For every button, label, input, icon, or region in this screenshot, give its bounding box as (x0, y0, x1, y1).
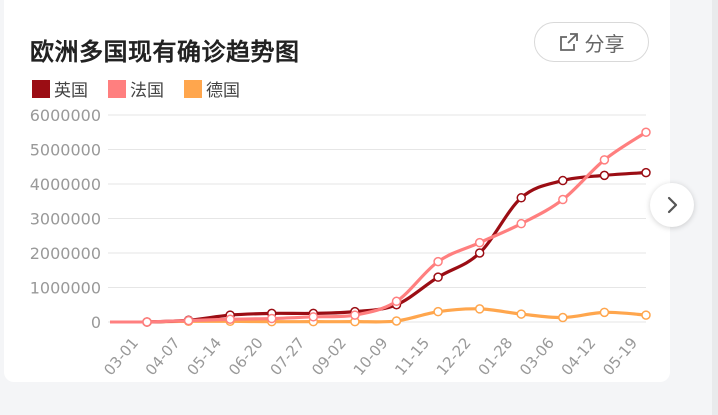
data-point-germany (641, 310, 651, 320)
share-label: 分享 (584, 31, 625, 56)
y-tick-label: 6000000 (30, 106, 101, 125)
data-point-uk (641, 167, 651, 178)
data-point-germany (558, 312, 568, 323)
data-point-germany (516, 309, 526, 319)
y-tick-label: 5000000 (30, 141, 101, 160)
data-point-france (433, 256, 443, 267)
x-tick-label: 05-14 (183, 334, 225, 379)
data-point-france (142, 317, 152, 327)
legend-swatch-germany (184, 79, 202, 98)
y-tick-label: 0 (91, 313, 101, 332)
x-tick-label: 04-12 (558, 334, 600, 379)
data-point-france (641, 127, 651, 137)
card-title: 欧洲多国现有确诊趋势图 (30, 38, 300, 66)
x-tick-label: 10-09 (350, 334, 392, 379)
data-point-germany (599, 307, 610, 318)
y-tick-label: 2000000 (30, 244, 101, 263)
next-chart-button[interactable] (650, 183, 694, 227)
legend-item-france[interactable]: 法国 (108, 76, 164, 101)
x-tick-label: 03-06 (516, 334, 558, 379)
data-point-france (225, 314, 235, 324)
data-point-germany (433, 306, 443, 317)
data-point-france (350, 310, 360, 320)
data-point-uk (558, 175, 568, 186)
legend-swatch-uk (32, 79, 50, 98)
x-tick-label: 11-15 (391, 334, 433, 379)
data-point-france (391, 296, 402, 307)
trend-chart: 6000000 5000000 4000000 3000000 2000000 10000… (30, 106, 651, 379)
data-point-france (599, 155, 610, 165)
data-point-uk (599, 170, 610, 181)
x-tick-label: 03-01 (100, 334, 142, 379)
x-tick-label: 12-22 (433, 334, 475, 379)
data-point-france (183, 315, 194, 326)
y-tick-label: 4000000 (30, 175, 101, 194)
chart-card: 欧洲多国现有确诊趋势图 分享 英国 法国 德国 (4, 0, 670, 382)
y-tick-label: 3000000 (30, 210, 101, 229)
data-point-france (308, 312, 319, 322)
legend-item-uk[interactable]: 英国 (32, 76, 88, 101)
x-tick-label: 01-28 (475, 334, 517, 379)
legend-swatch-france (108, 79, 126, 98)
legend-label-germany: 德国 (206, 81, 240, 101)
x-tick-label: 06-20 (225, 334, 267, 379)
legend-label-france: 法国 (130, 81, 164, 101)
series-line-france (145, 130, 648, 324)
data-point-germany (474, 304, 485, 314)
x-tick-label: 09-02 (308, 334, 350, 379)
data-point-uk (474, 248, 485, 258)
data-point-france (516, 218, 526, 229)
page-edge (712, 0, 718, 415)
data-point-uk (433, 272, 443, 282)
share-arrow-icon (559, 33, 578, 51)
chart-legend: 英国 法国 德国 (32, 76, 240, 101)
share-button[interactable]: 分享 (534, 22, 649, 62)
legend-label-uk: 英国 (54, 81, 88, 101)
data-point-france (267, 313, 277, 324)
data-point-france (474, 237, 485, 248)
y-tick-label: 1000000 (30, 279, 101, 298)
legend-item-germany[interactable]: 德国 (184, 76, 240, 101)
data-point-france (558, 194, 568, 205)
x-tick-label: 04-07 (142, 334, 184, 379)
chevron-right-icon (667, 196, 678, 214)
data-point-germany (391, 316, 402, 326)
x-tick-label: 05-19 (599, 334, 641, 379)
x-tick-label: 07-27 (267, 334, 309, 379)
data-point-uk (516, 193, 526, 203)
